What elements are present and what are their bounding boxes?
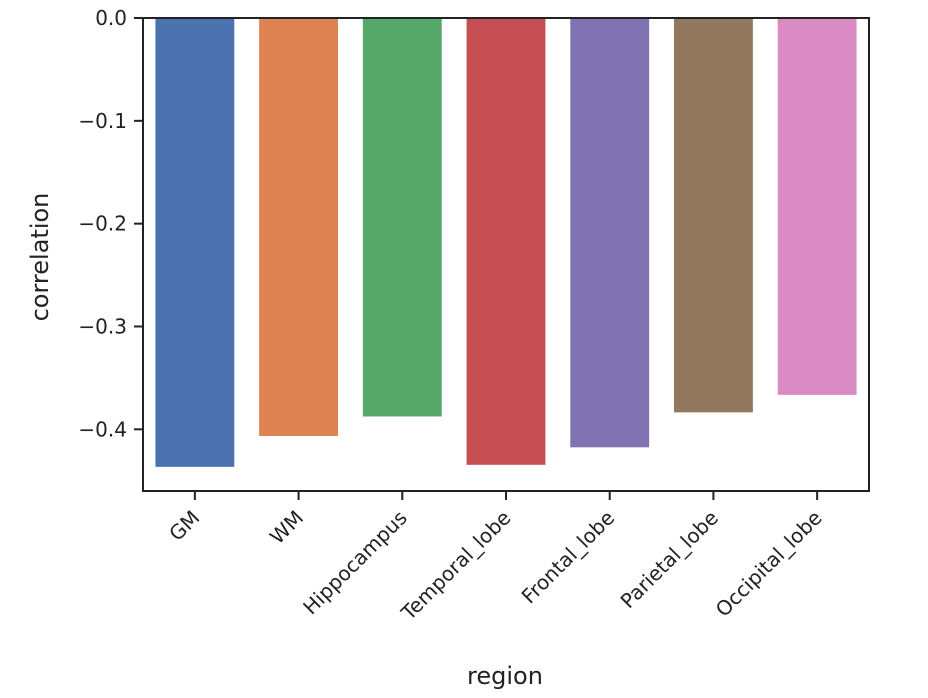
x-tick-label: GM — [164, 506, 204, 546]
x-axis-title: region — [467, 662, 543, 690]
bar-occipital-lobe — [776, 17, 858, 396]
bar-wm — [258, 17, 340, 438]
plot-frame — [142, 17, 870, 492]
bar-parietal-lobe — [672, 17, 754, 414]
y-tick-label: −0.4 — [78, 417, 127, 441]
y-tick-label: −0.1 — [78, 109, 127, 133]
y-axis-ticks: 0.0 −0.1 −0.2 −0.3 −0.4 — [78, 6, 143, 441]
bar-temporal-lobe — [465, 17, 547, 466]
x-tick-label: Temporal_lobe — [396, 506, 516, 626]
x-tick-label: WM — [265, 506, 308, 549]
x-tick-label: Parietal_lobe — [616, 506, 723, 613]
x-tick-label: Frontal_lobe — [517, 506, 620, 609]
bars-group — [154, 17, 858, 468]
x-tick-label: Hippocampus — [298, 506, 412, 620]
y-tick-label: −0.2 — [78, 212, 127, 236]
y-axis-title: correlation — [26, 193, 54, 322]
bar-hippocampus — [361, 17, 443, 418]
y-tick-label: 0.0 — [95, 6, 127, 30]
x-tick-label: Occipital_lobe — [711, 506, 827, 622]
bar-frontal-lobe — [569, 17, 651, 449]
y-tick-label: −0.3 — [78, 314, 127, 338]
bar-gm — [154, 17, 236, 468]
